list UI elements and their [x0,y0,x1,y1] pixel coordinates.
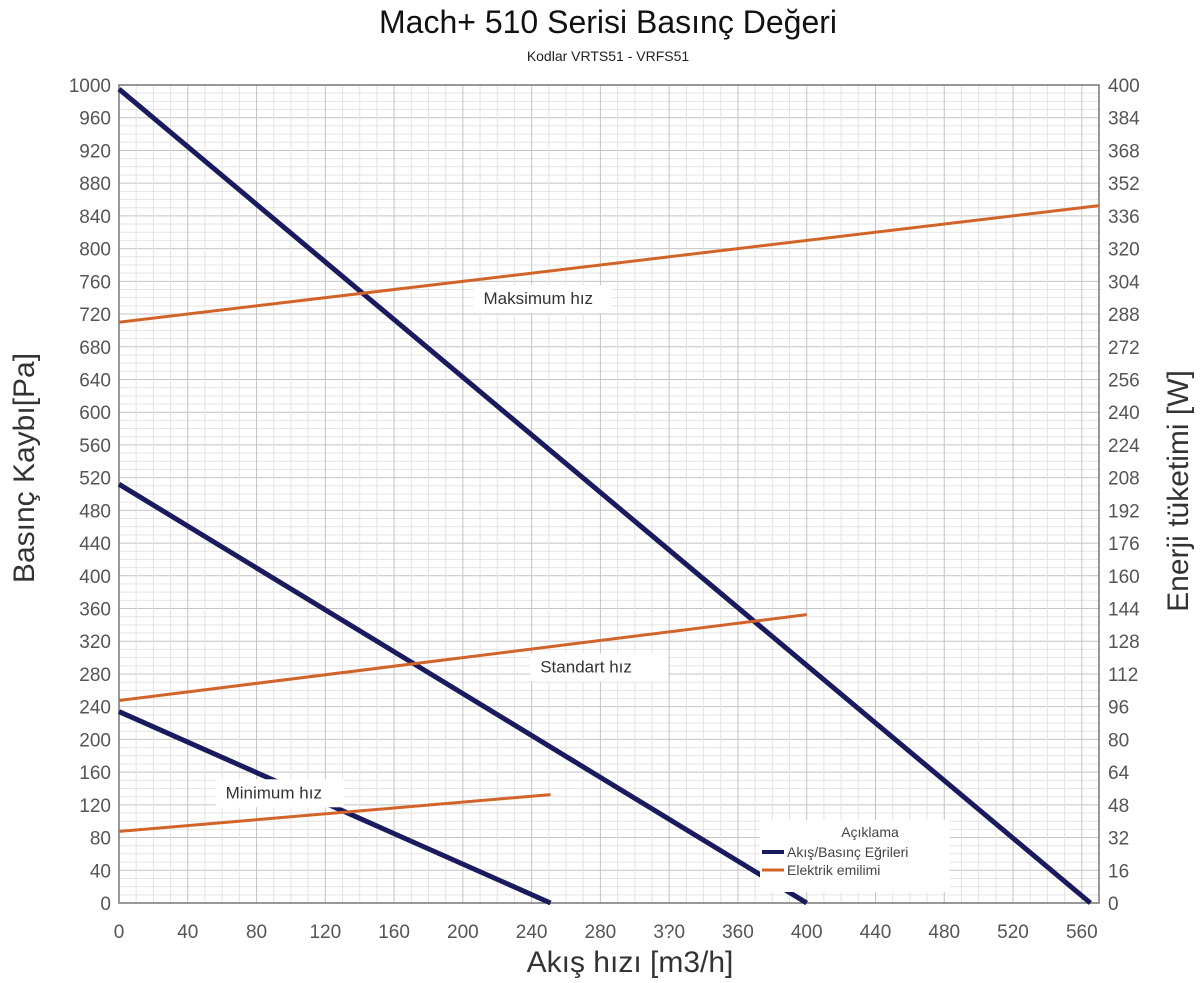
y2-tick-label: 400 [1108,76,1140,97]
y2-tick-label: 208 [1108,469,1140,490]
x-tick-label: 240 [516,922,548,943]
y2-tick-label: 256 [1108,370,1140,391]
x-tick-label: 200 [447,922,479,943]
x-tick-label: 480 [928,922,960,943]
x-tick-label: 400 [791,922,823,943]
y2-tick-label: 224 [1108,436,1140,457]
y-tick-label: 240 [79,698,111,719]
y2-tick-label: 176 [1108,534,1140,555]
y-tick-label: 120 [79,796,111,817]
y-tick-label: 840 [79,207,111,228]
pressure-curve-1 [117,482,809,906]
y2-tick-label: 16 [1108,861,1129,882]
annotation-bg [530,653,669,682]
y-axis-ticks: 0 40 80 120 160 200 240 280 320 360 400 440 480 520 56… [69,76,111,915]
y-tick-label: 800 [79,240,111,261]
x-tick-label: 160 [378,922,410,943]
y2-tick-label: 160 [1108,567,1140,588]
y-tick-label: 720 [79,305,111,326]
chart-subtitle: Kodlar VRTS51 - VRFS51 [527,48,690,64]
y2-tick-label: 336 [1108,207,1140,228]
y2-tick-label: 320 [1108,240,1140,261]
plot-border [118,84,1100,904]
legend: Açıklama Akış/Basınç Eğrileri Elektrik e… [760,820,950,892]
y2-tick-label: 304 [1108,272,1140,293]
y-tick-label: 640 [79,370,111,391]
x-tick-label: 440 [860,922,892,943]
annotations: Maksimum hız Standart hız Minimum hız [215,285,669,808]
x-tick-label: 80 [246,922,267,943]
legend-box [760,820,950,892]
plot-frame [118,84,1100,904]
y-tick-label: 920 [79,141,111,162]
pressure-curve-0 [117,87,1093,905]
y-tick-label: 80 [90,829,111,850]
y2-axis-label: Enerji tüketimi [W] [1162,370,1195,612]
y2-tick-label: 288 [1108,305,1140,326]
y2-tick-label: 352 [1108,174,1140,195]
legend-label-elektrik: Elektrik emilimi [787,862,880,878]
y2-tick-label: 32 [1108,829,1129,850]
y2-tick-label: 48 [1108,796,1129,817]
y2-tick-label: 240 [1108,403,1140,424]
series-group [117,87,1100,906]
y2-tick-label: 64 [1108,763,1130,784]
x-axis-label: Akış hızı [m3/h] [527,946,734,979]
y2-tick-label: 80 [1108,730,1129,751]
annotation-label: Standart hız [540,657,632,676]
y-tick-label: 960 [79,109,111,130]
y-tick-label: 680 [79,338,111,359]
power-curve-4 [118,613,807,703]
x-tick-label: 0 [114,922,125,943]
y2-tick-label: 96 [1108,698,1129,719]
power-curve-3 [118,204,1100,324]
y2-tick-label: 192 [1108,501,1140,522]
y2-axis-ticks: 0 16 32 48 64 80 96 112 128 144 160 176 192 208 224 240… [1108,76,1140,915]
x-tick-label: 360 [722,922,754,943]
y-tick-label: 760 [79,272,111,293]
x-tick-label: 40 [177,922,198,943]
y-tick-label: 160 [79,763,111,784]
y2-tick-label: 272 [1108,338,1140,359]
y-tick-label: 200 [79,730,111,751]
y-tick-label: 0 [100,894,111,915]
y2-tick-label: 128 [1108,632,1140,653]
annotation-bg [473,285,612,314]
y-tick-label: 480 [79,501,111,522]
legend-label-akis-basinc: Akış/Basınç Eğrileri [787,844,908,860]
y2-tick-label: 112 [1108,665,1138,686]
y-tick-label: 880 [79,174,111,195]
x-tick-label: 280 [585,922,617,943]
legend-title: Açıklama [841,824,899,840]
y2-tick-label: 0 [1108,894,1119,915]
y2-tick-label: 368 [1108,141,1140,162]
x-axis-ticks: 0 40 80 120 160 200 240 280 3?0 360 400 440 480 520 56… [114,922,1098,943]
y-tick-label: 560 [79,436,111,457]
y-axis-label: Basınç Kaybı[Pa] [8,353,41,583]
y2-tick-label: 384 [1108,109,1140,130]
y-tick-label: 40 [90,861,111,882]
annotation-bg [215,779,345,808]
annotation-label: Maksimum hız [483,289,593,308]
x-tick-label: 120 [309,922,341,943]
y-tick-label: 280 [79,665,111,686]
x-tick-label: 3?0 [653,922,685,943]
x-tick-label: 520 [997,922,1029,943]
y-tick-label: 520 [79,469,111,490]
y-tick-label: 320 [79,632,111,653]
y-tick-label: 440 [79,534,111,555]
y-tick-label: 600 [79,403,111,424]
x-tick-label: 560 [1066,922,1098,943]
y-tick-label: 360 [79,600,111,621]
y2-tick-label: 144 [1108,600,1140,621]
y-tick-label: 400 [79,567,111,588]
power-curve-5 [118,793,551,833]
y-tick-label: 1000 [69,76,111,97]
chart-title: Mach+ 510 Serisi Basınç Değeri [379,4,837,40]
annotation-label: Minimum hız [226,783,322,802]
